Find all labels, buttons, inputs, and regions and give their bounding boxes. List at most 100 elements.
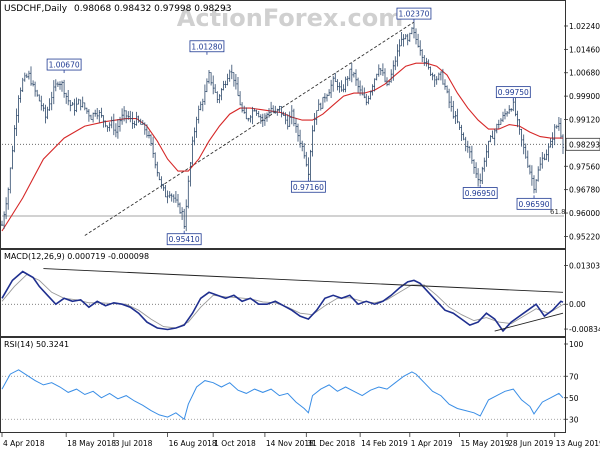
price-bar <box>177 194 179 208</box>
price-bar <box>154 152 157 169</box>
price-bar <box>328 89 331 96</box>
x-tick-label: 4 Apr 2018 <box>3 439 45 448</box>
price-bar <box>398 39 401 57</box>
price-bar <box>61 80 63 92</box>
price-bar <box>32 80 35 87</box>
price-bar <box>87 109 90 122</box>
price-bar <box>255 109 258 116</box>
price-bar <box>205 78 208 93</box>
price-bar <box>112 113 115 136</box>
price-bar <box>30 66 32 86</box>
price-bar <box>1 220 3 226</box>
price-bar <box>34 81 37 97</box>
price-bar <box>179 202 181 214</box>
price-bar <box>402 34 405 47</box>
price-bar <box>512 98 515 112</box>
price-bar <box>506 111 509 117</box>
last-price-box <box>565 137 600 151</box>
price-bar <box>473 159 475 174</box>
price-bar <box>357 77 360 93</box>
price-annotation-box <box>166 233 202 246</box>
x-tick-label: 3 Jul 2018 <box>115 439 153 448</box>
price-bar <box>394 56 397 71</box>
price-bar <box>323 93 326 103</box>
price-bar <box>9 167 12 194</box>
price-annotation-label: 0.96950 <box>465 189 496 198</box>
price-annotation-box <box>189 40 225 53</box>
price-bar <box>470 145 473 164</box>
price-bar <box>421 49 424 63</box>
price-bar <box>69 100 72 112</box>
price-bar <box>141 120 144 125</box>
price-bar <box>408 32 411 42</box>
price-bar <box>102 115 105 128</box>
price-bar <box>386 77 388 87</box>
price-bar <box>38 94 41 102</box>
price-bar <box>193 127 196 146</box>
price-y-tick-label: 0.95220 <box>569 232 600 241</box>
price-bar <box>27 70 30 80</box>
price-bar <box>332 75 335 92</box>
x-tick-label: 13 Aug 2019 <box>556 439 600 448</box>
price-bar <box>344 76 347 93</box>
price-bar <box>522 134 525 155</box>
price-bar <box>406 33 409 46</box>
price-bar <box>65 92 68 104</box>
price-bar <box>495 123 498 134</box>
price-bar <box>232 72 235 87</box>
price-bar <box>90 114 92 120</box>
price-bar <box>81 96 84 108</box>
price-bar <box>336 79 339 91</box>
price-bar <box>67 90 70 106</box>
price-bar <box>3 211 6 229</box>
price-bar <box>547 143 550 162</box>
price-bar <box>427 59 430 70</box>
price-bar <box>466 140 469 153</box>
price-bar <box>156 161 159 177</box>
price-bar <box>373 78 376 92</box>
price-bar <box>17 95 20 123</box>
x-tick-label: 1 Apr 2019 <box>411 439 453 448</box>
price-bar <box>261 113 264 127</box>
price-bar <box>100 107 103 118</box>
price-bar <box>131 111 134 129</box>
price-bar <box>295 118 297 133</box>
price-bar <box>390 69 393 83</box>
price-bar <box>346 76 349 87</box>
price-bar <box>516 110 519 128</box>
price-bar <box>284 112 287 125</box>
price-layer: 61.8 1.00670 1.01280 0.95410 0.97160 1.02370 0… <box>1 7 566 246</box>
price-bar <box>543 153 546 161</box>
price-bar <box>458 121 461 130</box>
price-bar <box>499 118 502 125</box>
price-bar <box>270 101 273 114</box>
price-bar <box>528 164 531 175</box>
price-bar <box>485 144 488 167</box>
x-tick-label: 31 Dec 2018 <box>307 439 355 448</box>
price-bar <box>75 97 78 113</box>
price-bar <box>429 66 432 76</box>
price-bar <box>330 79 333 98</box>
price-bar <box>315 110 318 125</box>
price-bar <box>108 122 111 132</box>
price-bar <box>148 130 150 139</box>
price-bar <box>98 110 101 123</box>
price-bar <box>355 69 357 86</box>
price-y-tick-label: 0.99900 <box>569 92 600 101</box>
price-bar <box>338 82 341 93</box>
price-bar <box>435 76 438 85</box>
price-bar <box>230 64 233 80</box>
price-bar <box>189 162 192 187</box>
price-bar <box>119 116 121 132</box>
price-bar <box>137 115 140 123</box>
rsi-panel-frame <box>0 337 566 433</box>
price-bar <box>439 71 442 81</box>
price-bar <box>437 72 440 81</box>
price-bar <box>263 113 266 126</box>
price-y-tick-label: 1.02240 <box>569 22 600 31</box>
macd-label: MACD(12,26,9) 0.000719 -0.000098 <box>4 252 149 261</box>
watermark: ActionForex.com <box>177 4 403 32</box>
price-bar <box>164 185 167 198</box>
